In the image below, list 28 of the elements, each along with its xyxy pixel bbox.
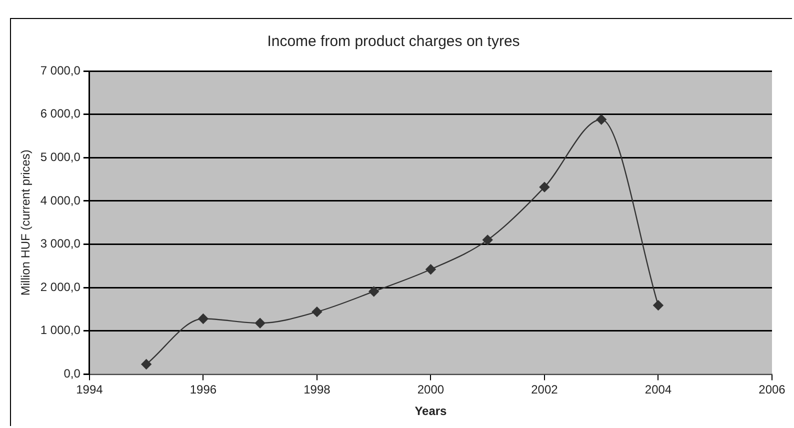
x-tick-label: 2004 [644,382,672,397]
point [539,182,550,192]
x-tick-label: 1994 [76,382,104,397]
point [368,286,379,297]
point [482,234,493,246]
chart-title: Income from product charges on tyres [267,33,520,50]
x-tick-label: 2006 [758,382,786,397]
point [198,314,208,324]
point [426,264,436,274]
y-tick-label: 3 000,0 [40,236,81,251]
y-tick-label: 0,0 [64,366,81,381]
x-axis-title: Years [414,404,448,418]
x-tick-label: 1996 [190,382,217,397]
y-tick-label: 2 000,0 [40,280,81,294]
x-tick-label: 2000 [417,382,444,397]
y-axis-title: Million HUF (current prices) [18,150,33,296]
x-tick-label: 2002 [531,382,558,397]
y-tick-label: 1 000,0 [40,323,81,338]
x-tick-label: 1998 [304,382,331,397]
point [141,359,152,370]
point [653,300,664,310]
y-tick-label: 6 000,0 [40,106,81,121]
point [596,114,606,125]
point [312,306,322,317]
y-tick-label: 5 000,0 [40,150,81,164]
y-tick-label: 7 000,0 [40,63,81,78]
y-tick-label: 4 000,0 [40,193,81,208]
point [254,318,266,328]
